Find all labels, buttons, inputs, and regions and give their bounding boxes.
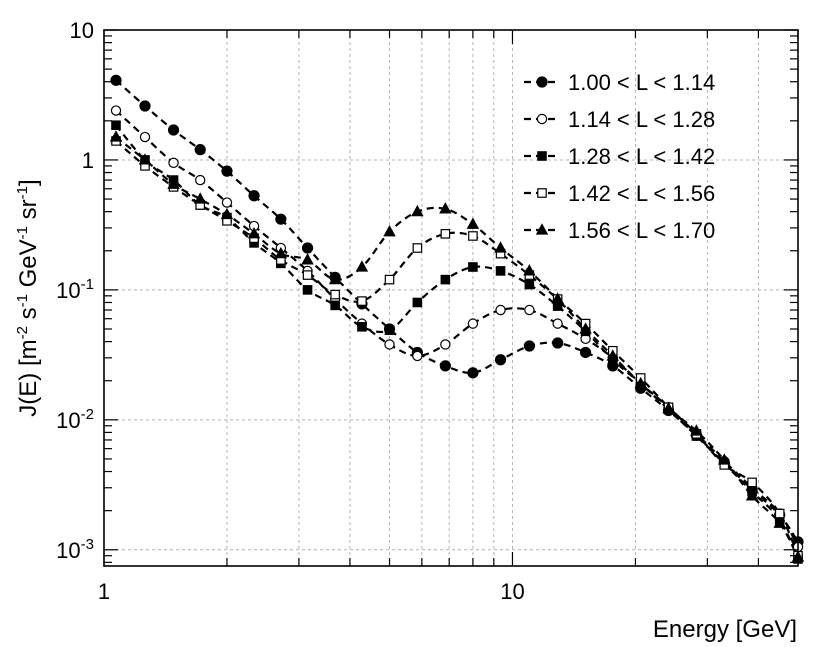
series-5-point	[523, 264, 536, 276]
series-3-point	[440, 274, 451, 285]
series-5-point	[579, 322, 592, 334]
series-3-point	[330, 300, 340, 311]
series-5-point	[439, 202, 452, 214]
legend-marker-3	[537, 151, 547, 161]
series-1-point	[275, 213, 287, 225]
series-5-point	[494, 241, 507, 253]
series-3-point	[384, 325, 395, 335]
series-5-point	[167, 177, 180, 189]
series-3-point	[357, 321, 367, 332]
series-1-point	[301, 242, 314, 254]
series-1-point	[248, 190, 260, 202]
series-5-point	[193, 192, 207, 204]
series-4-point	[357, 296, 367, 306]
series-1-point	[439, 360, 451, 372]
y-tick-label: 1	[82, 148, 94, 173]
series-5-point	[247, 227, 261, 239]
series-1-point	[467, 367, 479, 379]
legend-marker-5	[535, 223, 549, 235]
series-1-point	[194, 144, 206, 156]
series-2-point	[552, 318, 563, 329]
axes: 1 10 10-3 10-2 10-1 1 10	[56, 18, 799, 604]
series-3-point	[524, 279, 535, 290]
series-4-point	[747, 477, 757, 488]
series-5-point	[634, 376, 647, 389]
series-markers	[109, 74, 805, 564]
legend-marker-4	[537, 188, 547, 198]
series-1-point	[494, 354, 507, 366]
series-2-point	[195, 174, 206, 186]
legend-marker-2	[536, 113, 548, 125]
series-2-point	[440, 339, 451, 350]
legend-label-2: 1.14 < L < 1.28	[568, 107, 715, 132]
legend-label-5: 1.56 < L < 1.70	[568, 218, 715, 243]
series-1-point	[139, 100, 151, 112]
series-5-point	[109, 130, 123, 142]
series-1-point	[523, 340, 535, 352]
x-tick-label: 10	[500, 579, 524, 604]
series-1-point	[221, 165, 233, 177]
series-2-point	[221, 197, 233, 208]
series-3-point	[495, 266, 506, 276]
y-tick-label: 10-3	[56, 536, 94, 563]
series-2-point	[168, 157, 179, 169]
series-2-point	[139, 131, 151, 143]
series-5-point	[662, 401, 675, 414]
series-1-point	[110, 74, 122, 86]
plot-frame	[103, 29, 799, 567]
series-5-point	[274, 246, 288, 259]
series-4-point	[330, 289, 340, 300]
series-5-point	[383, 225, 396, 237]
series-2-point	[495, 304, 506, 316]
series-5-point	[138, 153, 152, 165]
legend: 1.00 < L < 1.14 1.14 < L < 1.28 1.28 < L <…	[524, 70, 715, 243]
series-4-point	[384, 274, 395, 285]
series-4-point	[468, 231, 478, 241]
series-5-point	[773, 516, 786, 528]
series-5-point	[551, 292, 564, 304]
series-2-point	[384, 339, 395, 350]
x-axis-label: Energy [GeV]	[653, 616, 797, 643]
grid	[104, 30, 798, 566]
series-5-point	[220, 207, 234, 220]
series-1-point	[552, 337, 564, 349]
y-axis-label: J(E) [m-2 s-1 GeV-1 sr-1]	[14, 179, 42, 416]
y-tick-label: 10	[70, 18, 94, 43]
series-5-point	[355, 260, 369, 272]
series-5-point	[466, 217, 480, 229]
series-2-point	[412, 350, 423, 362]
series-3-point	[111, 120, 121, 131]
legend-label-4: 1.42 < L < 1.56	[568, 181, 715, 206]
y-tick-label: 10-1	[56, 276, 94, 303]
legend-label-1: 1.00 < L < 1.14	[568, 70, 715, 95]
series-3-point	[412, 297, 423, 308]
series-5-point	[606, 349, 619, 361]
series-4-point	[440, 229, 451, 239]
series-2-point	[110, 105, 122, 116]
series-4-point	[774, 508, 785, 519]
series-5-point	[690, 424, 703, 436]
series-3-point	[468, 262, 478, 272]
series-1-point	[167, 124, 180, 136]
series-5-point	[301, 253, 314, 265]
y-tick-label: 10-2	[56, 406, 94, 433]
legend-marker-1	[536, 76, 548, 88]
series-2-point	[524, 304, 535, 316]
series-5-point	[411, 204, 424, 217]
series-5-point	[745, 489, 759, 501]
series-1-point	[579, 346, 592, 359]
series-3-point	[302, 285, 313, 295]
series-5-point	[718, 453, 731, 465]
x-tick-label: 1	[98, 579, 110, 604]
series-4-point	[302, 270, 313, 280]
series-5-point	[328, 272, 342, 285]
legend-label-3: 1.28 < L < 1.42	[568, 144, 715, 169]
series-4-point	[412, 243, 423, 253]
series-2-point	[467, 318, 479, 329]
